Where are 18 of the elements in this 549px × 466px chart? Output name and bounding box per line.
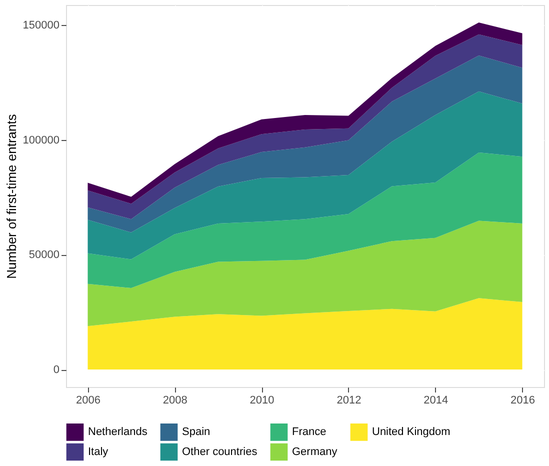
legend-label: Spain [182, 426, 210, 438]
legend-label: Italy [88, 446, 109, 458]
x-tick-label: 2010 [250, 394, 274, 406]
x-tick-label: 2014 [424, 394, 448, 406]
legend-label: Netherlands [88, 426, 148, 438]
legend-label: Germany [292, 446, 338, 458]
y-tick-label: 0 [53, 364, 60, 376]
x-tick-label: 2012 [336, 394, 362, 406]
legend-label: Other countries [182, 446, 258, 458]
y-tick-label: 100000 [22, 134, 60, 146]
y-tick-label: 50000 [28, 249, 60, 262]
x-tick-label: 2016 [510, 394, 536, 406]
y-tick-label: 150000 [22, 19, 60, 32]
legend-label: France [292, 426, 326, 438]
x-tick-label: 2008 [162, 394, 188, 406]
y-axis-title: Number of first-time entrants [4, 114, 19, 279]
x-tick-label: 2006 [76, 394, 100, 406]
legend-label: United Kingdom [372, 426, 450, 438]
